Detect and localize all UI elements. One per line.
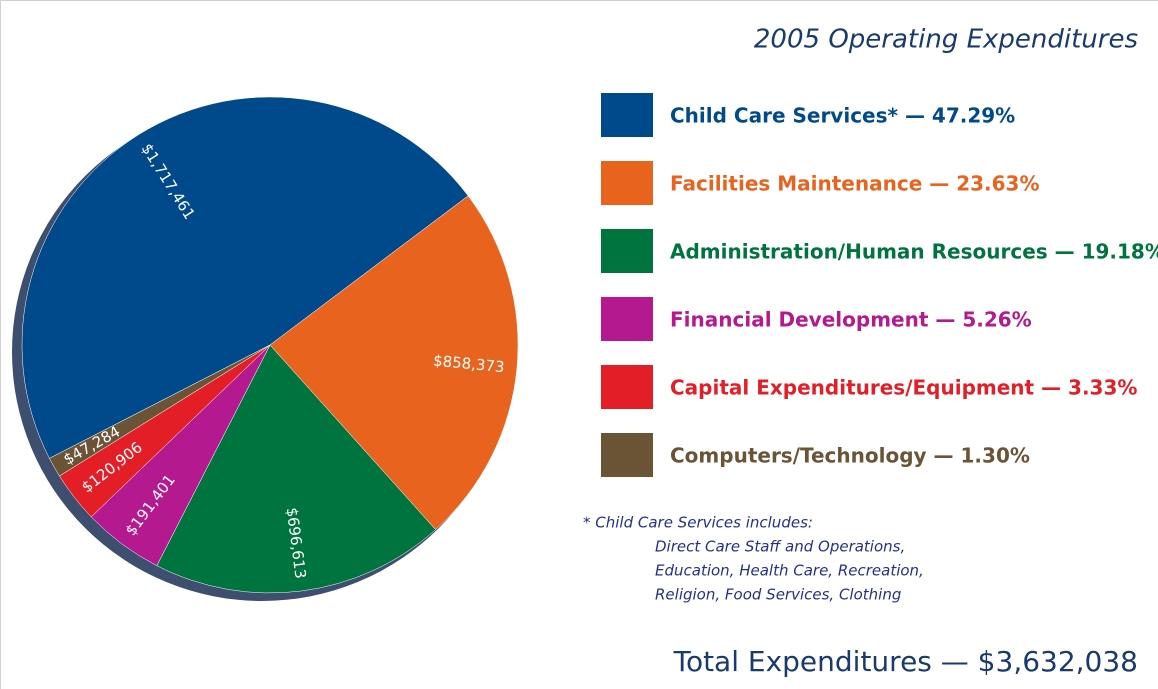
pie-slice <box>21 96 469 459</box>
chart-title: 2005 Operating Expenditures <box>754 25 1138 55</box>
footnote: Education, Health Care, Recreation, <box>655 562 924 580</box>
pie-slice <box>156 344 436 594</box>
legend-label: Financial Development — 5.26% <box>670 308 1032 332</box>
total: Total Expenditures — $3,632,038 <box>673 645 1138 678</box>
pie-slice <box>49 344 271 477</box>
legend-label: Administration/Human Resources — 19.18% <box>670 240 1158 264</box>
legend-label: Facilities Maintenance — 23.63% <box>670 172 1040 196</box>
legend-label: Child Care Services* — 47.29% <box>670 104 1015 128</box>
footnote: Religion, Food Services, Clothing <box>655 586 901 604</box>
pie-slice <box>269 195 519 530</box>
legend-label: Capital Expenditures/Equipment — 3.33% <box>670 376 1137 400</box>
legend-swatch <box>601 229 653 273</box>
legend-swatch <box>601 161 653 205</box>
footnote: Direct Care Staff and Operations, <box>655 538 905 556</box>
legend-swatch <box>601 93 653 137</box>
legend-swatch <box>601 433 653 477</box>
legend-swatch <box>601 365 653 409</box>
footnote: * Child Care Services includes: <box>583 514 813 532</box>
legend-swatch <box>601 297 653 341</box>
legend-label: Computers/Technology — 1.30% <box>670 444 1030 468</box>
